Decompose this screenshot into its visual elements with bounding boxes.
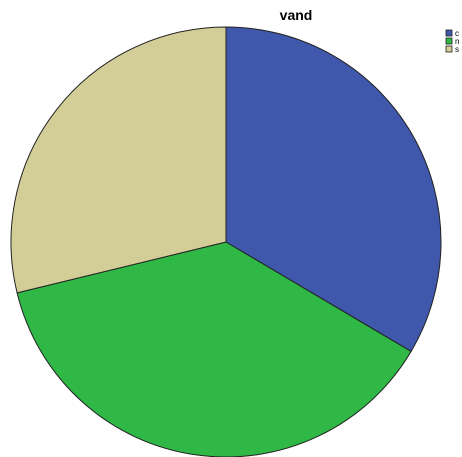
legend-label-c: c (455, 29, 459, 38)
legend: cns (445, 29, 459, 54)
pie-slice-s (10, 26, 227, 294)
pie-slice-c (225, 26, 442, 353)
chart-title: vand (280, 7, 313, 23)
legend-swatch-c (445, 29, 453, 37)
pie-slice-n (16, 241, 412, 457)
legend-label-s: s (455, 45, 459, 54)
legend-label-n: n (455, 37, 459, 46)
pie-slices (10, 26, 442, 457)
legend-swatch-s (445, 45, 453, 53)
legend-swatch-n (445, 37, 453, 45)
